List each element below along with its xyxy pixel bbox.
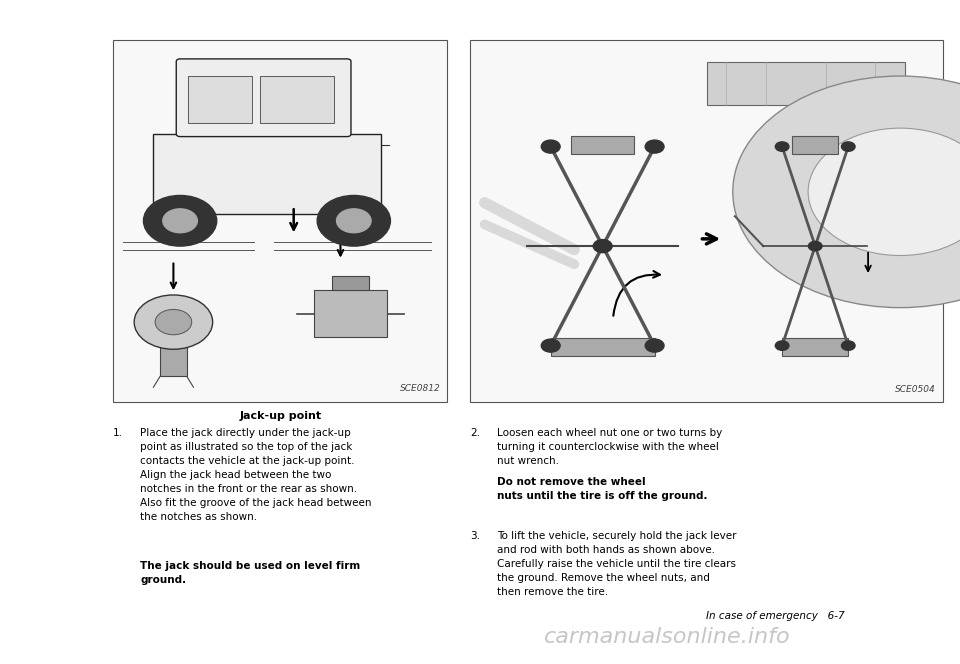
Text: SCE0812: SCE0812 (400, 384, 441, 392)
Text: In case of emergency   6-7: In case of emergency 6-7 (707, 611, 845, 621)
Circle shape (593, 240, 612, 252)
Text: Place the jack directly under the jack-up
point as illustrated so the top of the: Place the jack directly under the jack-u… (140, 428, 372, 523)
Bar (188, 76, 252, 123)
Bar (113, 40, 447, 402)
Circle shape (842, 142, 855, 151)
Circle shape (134, 295, 213, 349)
Circle shape (732, 76, 960, 307)
Text: Loosen each wheel nut one or two turns by
turning it counterclockwise with the w: Loosen each wheel nut one or two turns b… (497, 428, 723, 466)
Bar (571, 135, 634, 154)
Text: 2.: 2. (470, 428, 480, 438)
Circle shape (156, 309, 192, 335)
Circle shape (842, 341, 855, 351)
Circle shape (163, 209, 198, 232)
Circle shape (541, 140, 560, 153)
Bar (160, 333, 187, 376)
Circle shape (645, 339, 664, 352)
Bar (782, 339, 849, 357)
Circle shape (776, 142, 789, 151)
Circle shape (541, 339, 560, 352)
Bar (260, 76, 334, 123)
Circle shape (317, 195, 391, 246)
Bar (154, 134, 380, 214)
Circle shape (645, 140, 664, 153)
Text: 1.: 1. (113, 428, 123, 438)
Circle shape (776, 341, 789, 351)
FancyBboxPatch shape (177, 59, 351, 137)
Text: Jack-up point: Jack-up point (239, 411, 322, 421)
Circle shape (808, 128, 960, 256)
Bar (314, 290, 387, 337)
Text: The jack should be used on level firm
ground.: The jack should be used on level firm gr… (140, 561, 360, 585)
Text: To lift the vehicle, securely hold the jack lever
and rod with both hands as sho: To lift the vehicle, securely hold the j… (497, 531, 736, 597)
Bar (332, 276, 369, 290)
Text: Do not remove the wheel
nuts until the tire is off the ground.: Do not remove the wheel nuts until the t… (497, 477, 708, 501)
Bar (707, 62, 905, 105)
Bar (470, 40, 943, 402)
Circle shape (337, 209, 372, 232)
Text: carmanualsonline.info: carmanualsonline.info (544, 627, 790, 647)
Circle shape (143, 195, 217, 246)
Bar (551, 339, 655, 357)
Text: 3.: 3. (470, 531, 480, 541)
Bar (792, 135, 838, 154)
Circle shape (808, 242, 822, 251)
Text: SCE0504: SCE0504 (896, 386, 936, 394)
